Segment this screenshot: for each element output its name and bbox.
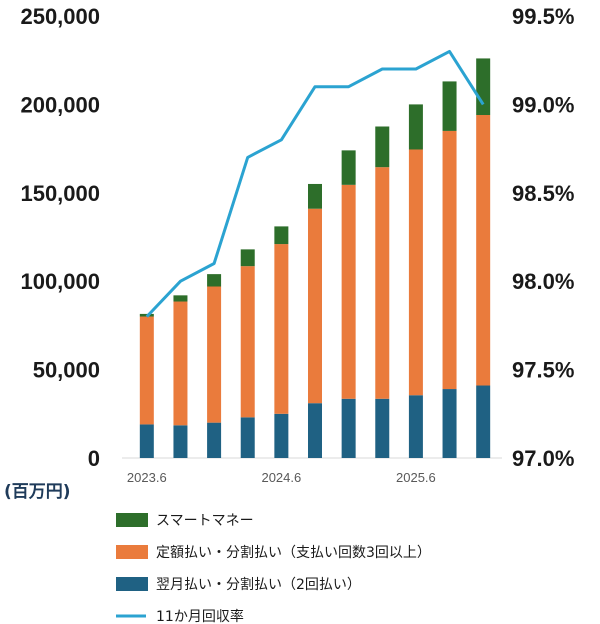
y-left-tick-label: 100,000 xyxy=(20,269,100,294)
bar-segment-2 xyxy=(341,150,356,185)
legend-label: スマートマネー xyxy=(156,513,254,529)
bar-segment-0 xyxy=(308,403,322,458)
x-tick-labels: 2023.6 2024.6 2025.6 xyxy=(127,470,436,485)
bar-segment-1 xyxy=(375,167,390,399)
legend-swatch xyxy=(116,577,148,591)
x-tick-label: 2025.6 xyxy=(396,470,436,485)
y-left-tick-labels: 0 50,000 100,000 150,000 200,000 250,000 xyxy=(20,4,100,471)
legend-label: 11か月回収率 xyxy=(156,608,244,624)
y-right-tick-labels: 97.0% 97.5% 98.0% 98.5% 99.0% 99.5% xyxy=(512,4,574,471)
bar-segment-1 xyxy=(408,149,423,396)
bar-segment-1 xyxy=(274,244,289,414)
bar-segment-1 xyxy=(240,266,255,418)
y-right-tick-label: 99.5% xyxy=(512,4,574,29)
y-left-tick-label: 150,000 xyxy=(20,181,100,206)
bar-segment-1 xyxy=(207,286,222,423)
bar-segment-1 xyxy=(173,301,188,426)
bar-segment-0 xyxy=(207,422,222,458)
bar-segment-2 xyxy=(240,249,255,267)
bar-segment-2 xyxy=(207,274,222,287)
bar-segment-2 xyxy=(308,183,322,209)
bar-segment-2 xyxy=(375,126,390,168)
y-right-tick-label: 98.5% xyxy=(512,181,574,206)
bar-segment-1 xyxy=(139,316,154,425)
bar-segment-1 xyxy=(341,184,356,399)
y-right-tick-label: 98.0% xyxy=(512,269,574,294)
legend-label: 定額払い・分割払い（支払い回数3回以上） xyxy=(156,544,431,561)
bar-segment-0 xyxy=(476,385,491,458)
bar-segment-0 xyxy=(408,395,423,458)
bars xyxy=(139,58,491,458)
rate-line xyxy=(145,49,485,318)
y-right-tick-label: 97.0% xyxy=(512,446,574,471)
y-left-tick-label: 50,000 xyxy=(33,358,100,383)
bar-segment-2 xyxy=(408,104,423,150)
bar-segment-2 xyxy=(476,58,491,116)
bar-segment-0 xyxy=(341,398,356,458)
legend-swatch xyxy=(116,545,148,559)
bar-segment-1 xyxy=(442,130,457,390)
bar-segment-0 xyxy=(274,413,289,458)
bar-segment-2 xyxy=(274,226,289,245)
bar-segment-1 xyxy=(476,115,491,386)
x-tick-label: 2024.6 xyxy=(261,470,301,485)
bar-segment-1 xyxy=(308,208,322,404)
bar-segment-0 xyxy=(240,417,255,458)
y-left-tick-label: 0 xyxy=(88,446,100,471)
legend-label: 翌月払い・分割払い（2回払い） xyxy=(156,576,361,593)
bar-segment-2 xyxy=(173,295,188,302)
x-tick-label: 2023.6 xyxy=(127,470,167,485)
y-right-tick-label: 99.0% xyxy=(512,92,574,117)
bar-segment-2 xyxy=(442,81,457,131)
y-left-unit: (百万円) xyxy=(4,482,71,502)
bar-segment-0 xyxy=(375,398,390,458)
bar-segment-0 xyxy=(139,424,154,458)
y-right-tick-label: 97.5% xyxy=(512,358,574,383)
legend-swatch xyxy=(116,513,148,527)
bar-segment-0 xyxy=(442,389,457,458)
y-left-tick-label: 250,000 xyxy=(20,4,100,29)
y-left-tick-label: 200,000 xyxy=(20,92,100,117)
bar-segment-0 xyxy=(173,425,188,458)
